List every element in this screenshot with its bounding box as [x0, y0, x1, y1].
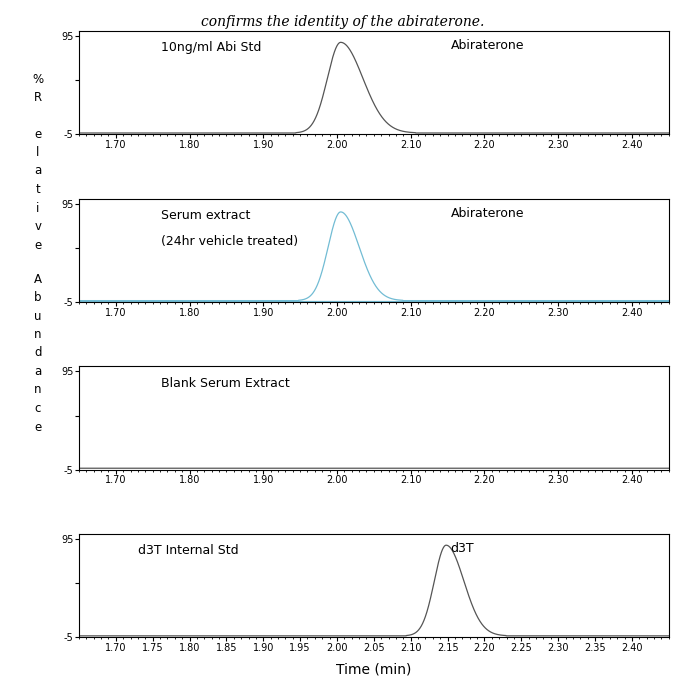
Text: (24hr vehicle treated): (24hr vehicle treated): [161, 235, 298, 248]
Text: n: n: [34, 329, 41, 341]
Text: e: e: [34, 128, 41, 141]
Text: c: c: [34, 402, 41, 415]
Text: A: A: [34, 273, 42, 285]
Text: Time (min): Time (min): [336, 663, 412, 677]
Text: Serum extract: Serum extract: [161, 209, 251, 222]
Text: l: l: [36, 147, 39, 159]
Text: d: d: [34, 347, 41, 359]
Text: Abiraterone: Abiraterone: [451, 207, 524, 220]
Text: Blank Serum Extract: Blank Serum Extract: [161, 377, 290, 389]
Text: d3T: d3T: [451, 542, 474, 555]
Text: u: u: [34, 310, 41, 322]
Text: a: a: [34, 165, 41, 177]
Text: b: b: [34, 291, 41, 304]
Text: %: %: [32, 73, 43, 85]
Text: a: a: [34, 365, 41, 378]
Text: e: e: [34, 239, 41, 251]
Text: 10ng/ml Abi Std: 10ng/ml Abi Std: [161, 41, 262, 54]
Text: v: v: [34, 220, 41, 233]
Text: R: R: [34, 92, 42, 104]
Text: Abiraterone: Abiraterone: [451, 39, 524, 52]
Text: e: e: [34, 421, 41, 433]
Text: d3T Internal Std: d3T Internal Std: [138, 544, 239, 557]
Text: t: t: [36, 183, 40, 196]
Text: i: i: [36, 202, 39, 214]
Text: n: n: [34, 384, 41, 396]
Text: confirms the identity of the abiraterone.: confirms the identity of the abiraterone…: [201, 15, 485, 29]
